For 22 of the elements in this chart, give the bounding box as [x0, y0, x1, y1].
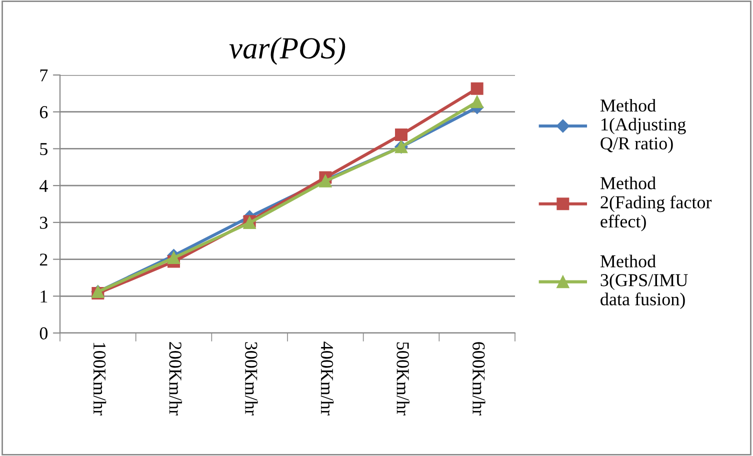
- point: [470, 82, 484, 95]
- x-tick-label: 400Km/hr: [320, 342, 334, 416]
- y-tick-label: 3: [40, 216, 48, 229]
- x-tick-label: 300Km/hr: [245, 342, 258, 416]
- y-tick-label: 1: [40, 290, 48, 302]
- y-tick-label: 0: [40, 327, 48, 340]
- legend-label: Method 1(Adjusting Q/R ratio): [600, 98, 686, 154]
- point: [395, 128, 408, 141]
- y-tick-label: 4: [40, 180, 48, 192]
- point: [470, 96, 484, 108]
- legend-label: Method 2(Fading factor effect): [600, 176, 712, 232]
- x-tick-label: 200Km/hr: [169, 342, 182, 416]
- y-tick-label: 5: [40, 143, 48, 156]
- legend-label: Method 3(GPS/IMU data fusion): [600, 254, 688, 310]
- x-tick-label: 100Km/hr: [93, 342, 106, 416]
- x-tick-label: 600Km/hr: [472, 342, 486, 416]
- y-tick-label: 2: [40, 254, 48, 266]
- y-tick-label: 6: [40, 106, 48, 118]
- y-tick-label: 7: [40, 69, 48, 82]
- chart-title: var(POS): [229, 37, 346, 65]
- x-tick-label: 500Km/hr: [396, 342, 410, 416]
- point: [168, 252, 180, 264]
